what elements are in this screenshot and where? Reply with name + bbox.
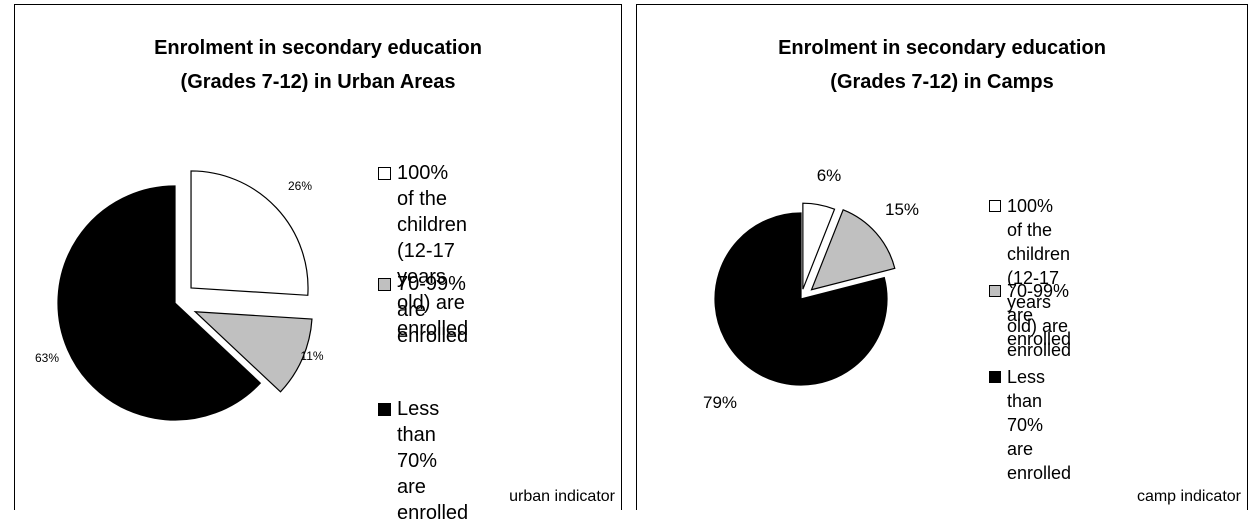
pie-slice — [57, 185, 262, 421]
legend-label-partial-enrolment: 70-99% are enrolled — [397, 273, 469, 347]
legend-label-line: enrolled — [1007, 463, 1072, 483]
legend-item-full-enrolment: 100% of the children (12-17 years old) a… — [989, 194, 1071, 362]
legend-label-line: enrolled — [397, 318, 469, 340]
pie-slice — [714, 212, 888, 386]
pie-chart: 6% 15% 79% — [703, 166, 919, 412]
legend-item-full-enrolment: 100% of the children (12-17 years old) a… — [378, 160, 468, 342]
chart-title-line-1: Enrolment in secondary education — [778, 37, 1106, 59]
data-label: 79% — [703, 393, 737, 412]
legend-label-low-enrolment: Less than 70% are enrolled — [1007, 365, 1071, 485]
chart-title: Enrolment in secondary education (Grades… — [637, 31, 1247, 99]
data-label: 63% — [35, 351, 59, 365]
footnote: camp indicator — [1136, 488, 1241, 505]
legend-swatch — [378, 403, 391, 416]
legend-swatch — [989, 285, 1001, 297]
legend-swatch — [989, 371, 1001, 383]
legend-item-partial-enrolment: 70-99% are enrolled — [378, 271, 468, 349]
legend-swatch — [989, 200, 1001, 212]
legend-item-partial-enrolment: 70-99% are enrolled — [989, 279, 1071, 351]
chart-panel-camp: Enrolment in secondary education (Grades… — [636, 4, 1248, 510]
legend-label-low-enrolment: Less than 70% are enrolled — [397, 396, 468, 526]
legend-label-full-enrolment: 100% of the children (12-17 years old) a… — [1007, 194, 1071, 362]
legend-swatch — [378, 167, 391, 180]
chart-panel-urban: Enrolment in secondary education (Grades… — [14, 4, 622, 524]
legend-label-line: Less than 70% are — [397, 398, 440, 498]
chart-title-line-1: Enrolment in secondary education — [154, 37, 482, 59]
data-label: 11% — [300, 349, 323, 363]
legend-label-line: enrolled — [1007, 340, 1072, 360]
pie-chart: 26% 11% 63% — [35, 170, 324, 421]
data-label: 6% — [817, 166, 842, 185]
chart-title: Enrolment in secondary education (Grades… — [15, 31, 621, 99]
legend-label-line: years old) are — [397, 266, 465, 314]
legend-label-line: (12-17 years old) are — [1007, 268, 1069, 336]
legend-label-partial-enrolment: 70-99% are enrolled — [1007, 281, 1072, 349]
data-label: 15% — [885, 200, 919, 219]
legend-label-full-enrolment: 100% of the children (12-17 years old) a… — [397, 160, 468, 342]
legend-item-low-enrolment: Less than 70% are enrolled — [378, 396, 468, 526]
legend-label-line: 100% of the children — [1007, 196, 1071, 264]
pie-slice — [802, 202, 836, 290]
chart-title-line-2: (Grades 7-12) in Urban Areas — [180, 71, 456, 93]
data-label: 26% — [288, 179, 312, 193]
legend-label-line: children (12-17 — [397, 214, 468, 262]
legend-label-line: 100% of the — [397, 162, 449, 210]
pie-slice — [193, 311, 313, 393]
legend-label-line: enrolled — [397, 502, 469, 524]
footnote: urban indicator — [509, 488, 615, 505]
legend-item-low-enrolment: Less than 70% are enrolled — [989, 365, 1071, 485]
chart-title-line-2: (Grades 7-12) in Camps — [830, 71, 1054, 93]
legend-swatch — [378, 278, 391, 291]
pie-slice — [810, 209, 896, 291]
pie-slice — [190, 170, 309, 296]
legend-label-line: Less than 70% are — [1007, 367, 1046, 459]
